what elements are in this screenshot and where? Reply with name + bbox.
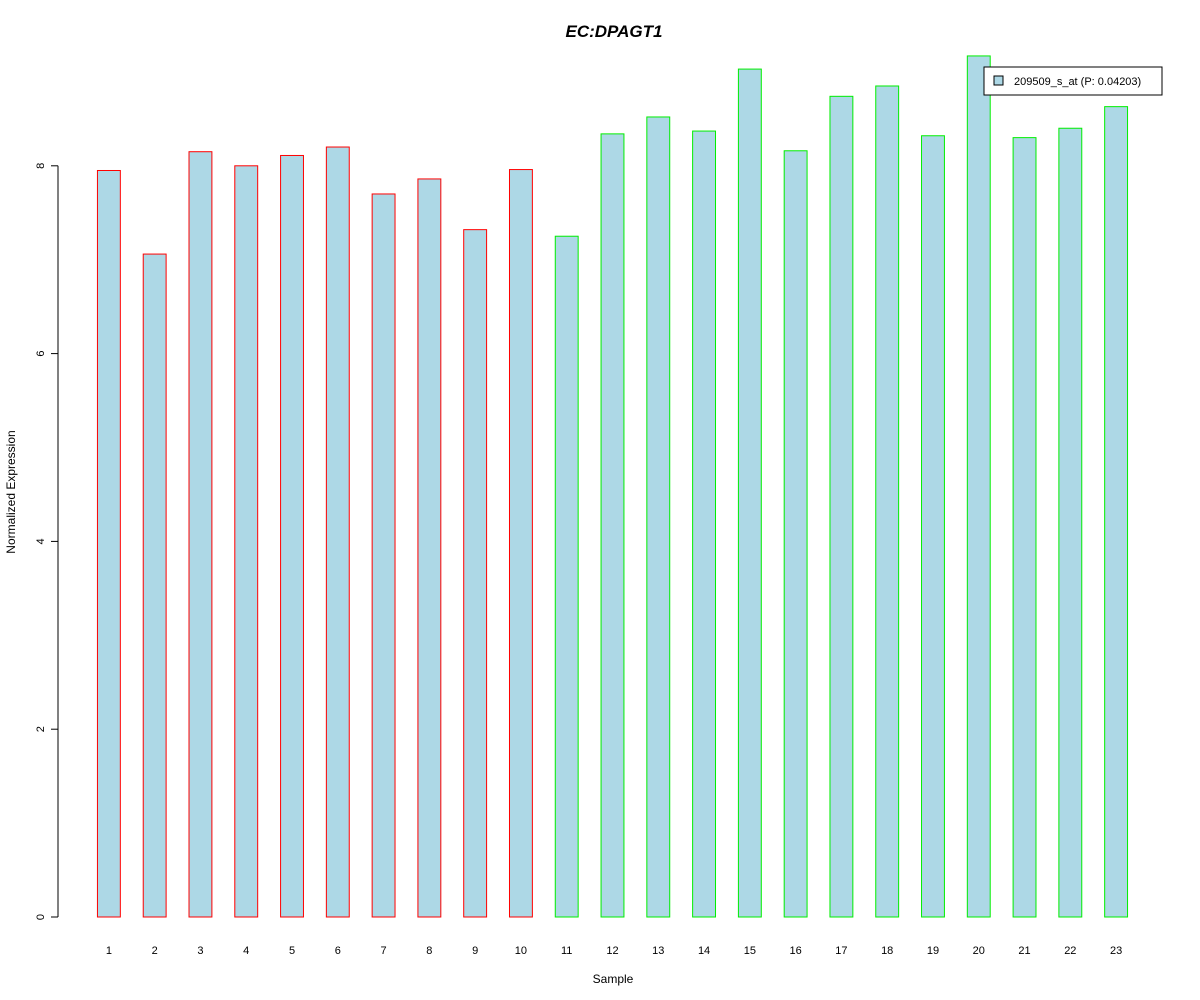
bar (142, 253, 167, 918)
y-tick-label: 8 (35, 163, 47, 169)
bar (554, 235, 579, 918)
chart-title: EC:DPAGT1 (566, 22, 663, 41)
x-tick-label: 12 (606, 945, 618, 957)
bar (875, 85, 900, 918)
legend: 209509_s_at (P: 0.04203) (983, 66, 1163, 96)
x-tick-label: 4 (243, 945, 249, 957)
bar (600, 133, 625, 918)
bar (692, 130, 717, 918)
x-tick-label: 13 (652, 945, 664, 957)
x-tick-label: 11 (561, 945, 572, 957)
y-tick-label: 4 (35, 538, 47, 544)
bar (96, 169, 121, 918)
bar (1012, 137, 1037, 918)
bar (463, 229, 488, 918)
bar (921, 135, 945, 918)
x-tick-label: 14 (698, 945, 710, 957)
x-tick-label: 20 (973, 945, 985, 957)
legend-swatch (993, 75, 1004, 86)
x-tick-label: 9 (472, 945, 478, 957)
x-tick-label: 17 (835, 945, 847, 957)
bar (234, 165, 259, 918)
y-axis-label: Normalized Expression (4, 430, 18, 553)
x-tick-label: 16 (790, 945, 802, 957)
bar (508, 169, 533, 918)
bar (325, 146, 350, 918)
x-tick-labels: 1 2 3 4 5 6 7 8 9 10 11 12 13 14 15 16 17 18 19 20 21 22 23 (106, 945, 1122, 957)
bar (829, 95, 854, 918)
x-tick-label: 8 (426, 945, 432, 957)
x-tick-label: 10 (515, 945, 527, 957)
bar (966, 55, 991, 918)
bar (371, 193, 396, 918)
x-tick-label: 2 (152, 945, 158, 957)
bar (783, 150, 808, 918)
y-tick-label: 0 (35, 914, 47, 920)
x-tick-label: 15 (744, 945, 756, 957)
bar (1104, 106, 1129, 918)
y-tick-label: 6 (35, 351, 47, 357)
x-tick-label: 21 (1018, 945, 1030, 957)
bar (1058, 127, 1083, 918)
x-tick-label: 7 (381, 945, 387, 957)
bar (188, 151, 213, 918)
y-tick-label: 2 (35, 726, 47, 732)
bar (646, 116, 671, 918)
x-axis-label: Sample (593, 972, 634, 986)
legend-label: 209509_s_at (P: 0.04203) (1014, 76, 1141, 88)
bar (737, 68, 762, 918)
x-tick-label: 6 (335, 945, 341, 957)
bar (417, 178, 442, 918)
bar-group (96, 55, 1129, 918)
bar (280, 154, 304, 918)
x-tick-label: 18 (881, 945, 893, 957)
x-tick-label: 1 (106, 945, 112, 957)
x-tick-label: 5 (289, 945, 295, 957)
x-tick-label: 22 (1064, 945, 1076, 957)
y-axis: 0 2 4 6 8 (35, 163, 59, 920)
x-tick-label: 19 (927, 945, 939, 957)
x-tick-label: 23 (1110, 945, 1122, 957)
legend-box (983, 66, 1163, 96)
x-tick-label: 3 (197, 945, 203, 957)
